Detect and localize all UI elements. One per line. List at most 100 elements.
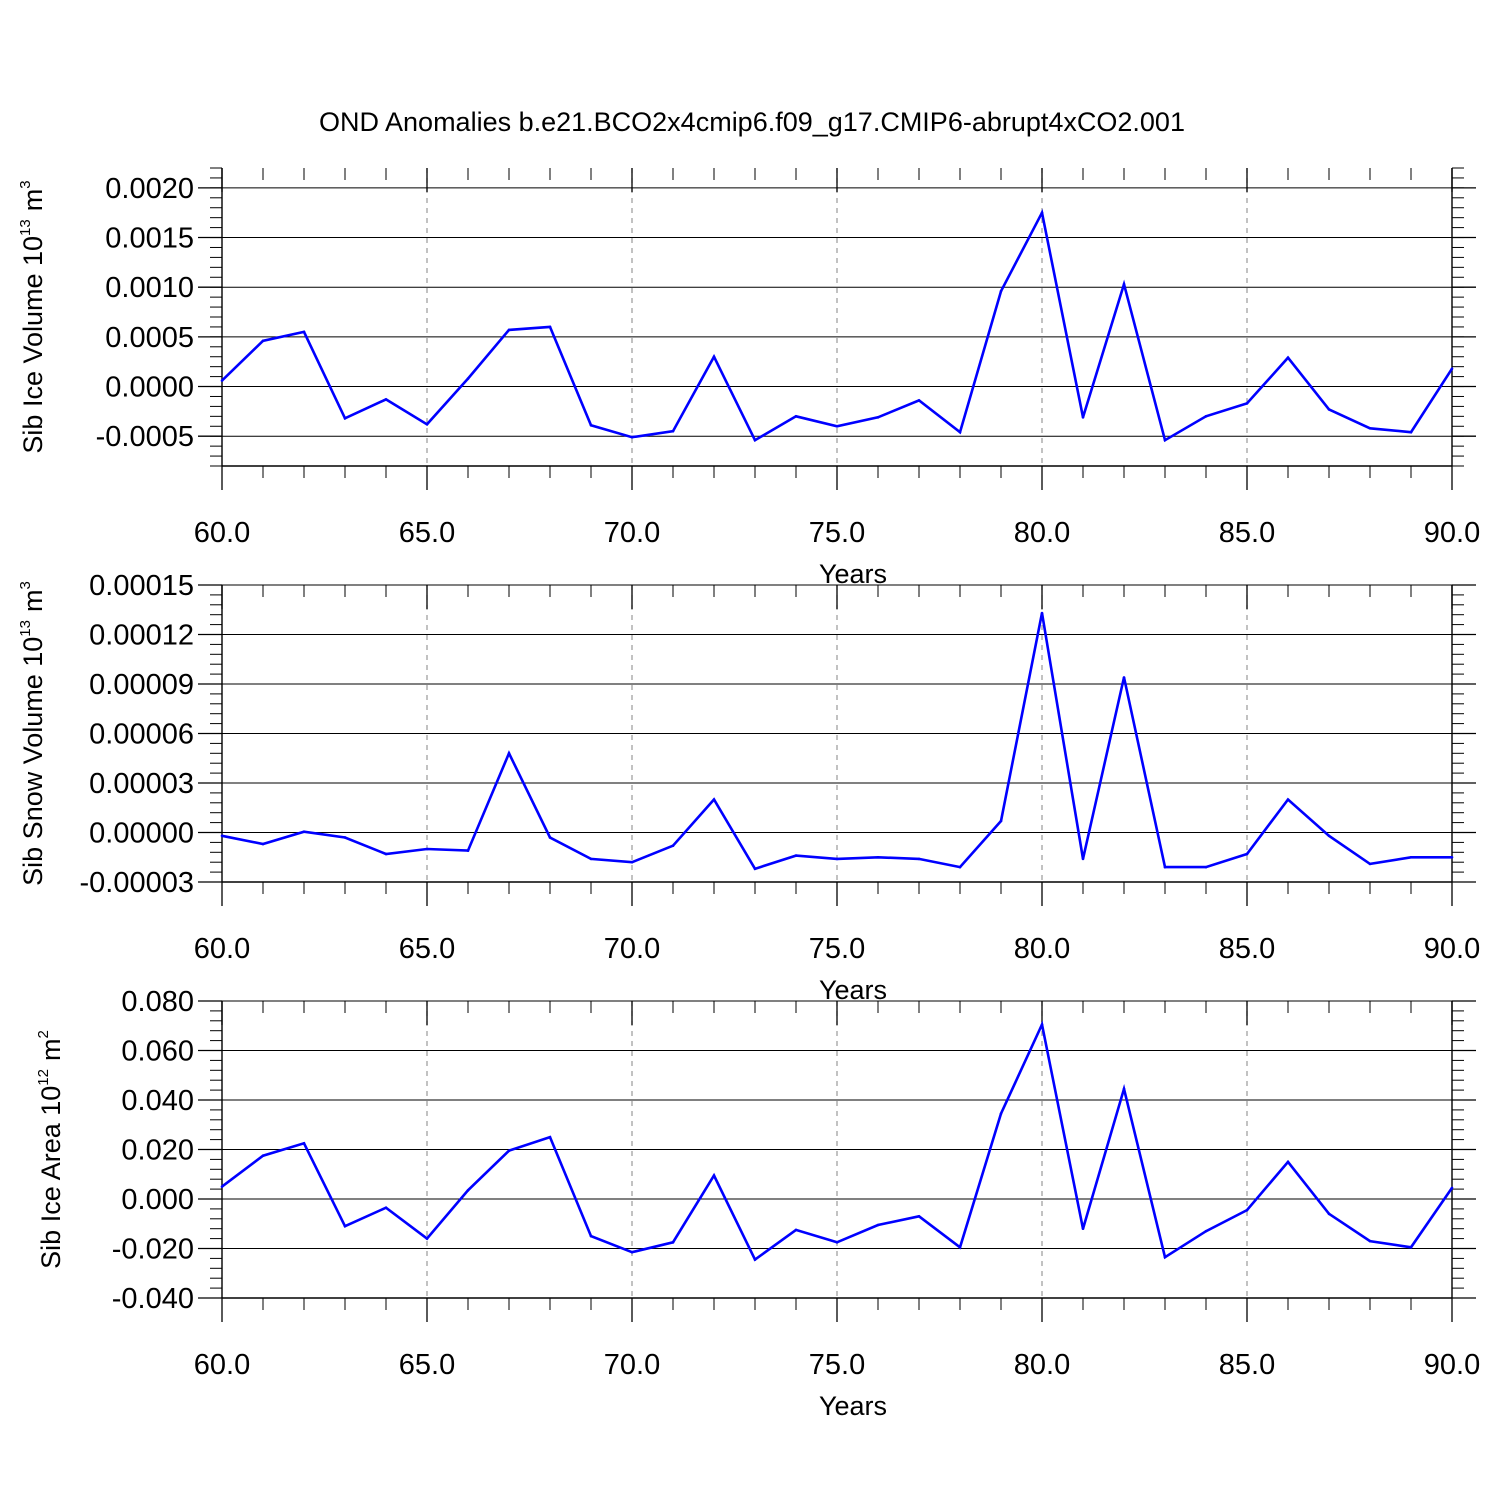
data-point — [1081, 857, 1085, 861]
data-point — [302, 830, 306, 833]
y-tick-label: -0.040 — [112, 1283, 194, 1315]
data-point — [1245, 1208, 1249, 1212]
x-tick-label: 85.0 — [1219, 933, 1275, 965]
data-point — [1409, 430, 1413, 434]
x-tick-label: 80.0 — [1014, 933, 1070, 965]
data-point — [343, 1224, 347, 1228]
data-point — [425, 847, 429, 851]
y-axis-label-text: Sib Ice Area 10 — [36, 1086, 66, 1269]
data-point — [1204, 1229, 1208, 1233]
data-point — [343, 836, 347, 839]
y-tick-label: 0.0015 — [105, 223, 194, 255]
data-point — [220, 379, 224, 382]
data-point — [835, 857, 839, 861]
y-axis-label-exponent: 13 — [17, 620, 34, 637]
data-point — [958, 865, 962, 869]
data-point — [589, 857, 593, 861]
y-tick-label: 0.000 — [121, 1184, 194, 1216]
x-tick-label: 75.0 — [809, 933, 865, 965]
x-tick-label: 90.0 — [1424, 517, 1480, 549]
x-tick-label: 90.0 — [1424, 933, 1480, 965]
y-axis-label-text: Sib Ice Volume 10 — [18, 236, 48, 454]
data-point — [261, 339, 265, 343]
x-tick-label: 65.0 — [399, 1349, 455, 1381]
data-point — [917, 399, 921, 402]
data-point — [1163, 438, 1167, 442]
x-tick-label: 80.0 — [1014, 517, 1070, 549]
y-axis-label: Sib Ice Volume 1013 m3 — [17, 180, 48, 453]
data-point — [1450, 1186, 1454, 1190]
panel-3: -0.040 -0.020 0.000 0.020 0.040 0.060 0.080 60.… — [35, 986, 1480, 1421]
y-axis-label-unit-exponent: 2 — [35, 1030, 52, 1038]
data-point — [753, 1258, 757, 1261]
x-tick-label: 70.0 — [604, 517, 660, 549]
data-point — [466, 1189, 470, 1192]
x-tick-label: 70.0 — [604, 933, 660, 965]
data-point — [548, 325, 552, 329]
data-point — [1040, 211, 1044, 214]
data-point — [999, 819, 1003, 823]
y-axis-label: Sib Ice Area 1012 m2 — [35, 1030, 66, 1269]
data-point — [1081, 416, 1085, 419]
figure-title: OND Anomalies b.e21.BCO2x4cmip6.f09_g17.… — [319, 107, 1185, 137]
data-point — [753, 438, 757, 442]
data-point — [1450, 367, 1454, 370]
data-point — [1368, 862, 1372, 866]
data-point — [1245, 852, 1249, 856]
data-point — [794, 854, 798, 857]
y-tick-label: 0.00015 — [89, 570, 194, 602]
y-tick-label: 0.00003 — [89, 768, 194, 800]
data-point — [548, 836, 552, 839]
data-point — [630, 860, 634, 864]
x-tick-label: 60.0 — [194, 1349, 250, 1381]
y-tick-label: 0.00009 — [89, 669, 194, 701]
data-point — [958, 430, 962, 434]
data-point — [384, 1206, 388, 1209]
data-point — [589, 1234, 593, 1238]
x-tick-label: 60.0 — [194, 933, 250, 965]
data-point — [466, 849, 470, 852]
data-point — [794, 415, 798, 418]
x-tick-label: 60.0 — [194, 517, 250, 549]
panel-1: -0.0005 0.0000 0.0005 0.0010 0.0015 0.0020 60.… — [17, 167, 1480, 589]
data-point — [220, 1185, 224, 1188]
panel-2: -0.00003 0.00000 0.00003 0.00006 0.00009 0.00… — [17, 570, 1480, 1005]
data-point — [1245, 402, 1249, 405]
data-point — [1327, 834, 1331, 838]
data-point — [1081, 1227, 1085, 1230]
data-point — [671, 844, 675, 847]
data-point — [712, 798, 716, 801]
y-tick-label: -0.0005 — [96, 421, 194, 453]
data-point — [507, 1149, 511, 1153]
data-point — [917, 857, 921, 861]
x-tick-label: 80.0 — [1014, 1349, 1070, 1381]
y-axis-label-unit: m — [18, 189, 48, 212]
series-line — [221, 612, 1452, 871]
data-point — [1163, 1255, 1167, 1259]
data-point — [261, 842, 265, 846]
data-point — [1286, 356, 1290, 360]
x-axis-label: Years — [819, 1391, 887, 1421]
data-point — [1368, 1239, 1372, 1243]
data-point — [466, 377, 470, 380]
data-point — [917, 1215, 921, 1218]
y-axis-label-unit: m — [36, 1039, 66, 1062]
x-tick-label: 70.0 — [604, 1349, 660, 1381]
data-point — [1163, 865, 1167, 869]
y-axis-label-unit-exponent: 3 — [17, 581, 34, 589]
y-tick-label: 0.0005 — [105, 322, 194, 354]
y-axis-label-exponent: 13 — [17, 219, 34, 236]
y-tick-label: 0.040 — [121, 1085, 194, 1117]
x-axis-label: Years — [819, 559, 887, 589]
data-point — [999, 289, 1003, 293]
y-tick-label: 0.080 — [121, 986, 194, 1018]
data-point — [1204, 865, 1208, 869]
x-tick-label: 85.0 — [1219, 517, 1275, 549]
y-tick-label: -0.00003 — [80, 867, 195, 899]
data-point — [835, 424, 839, 428]
data-point — [835, 1241, 839, 1244]
x-tick-label: 75.0 — [809, 517, 865, 549]
x-tick-label: 65.0 — [399, 933, 455, 965]
data-point — [712, 355, 716, 359]
